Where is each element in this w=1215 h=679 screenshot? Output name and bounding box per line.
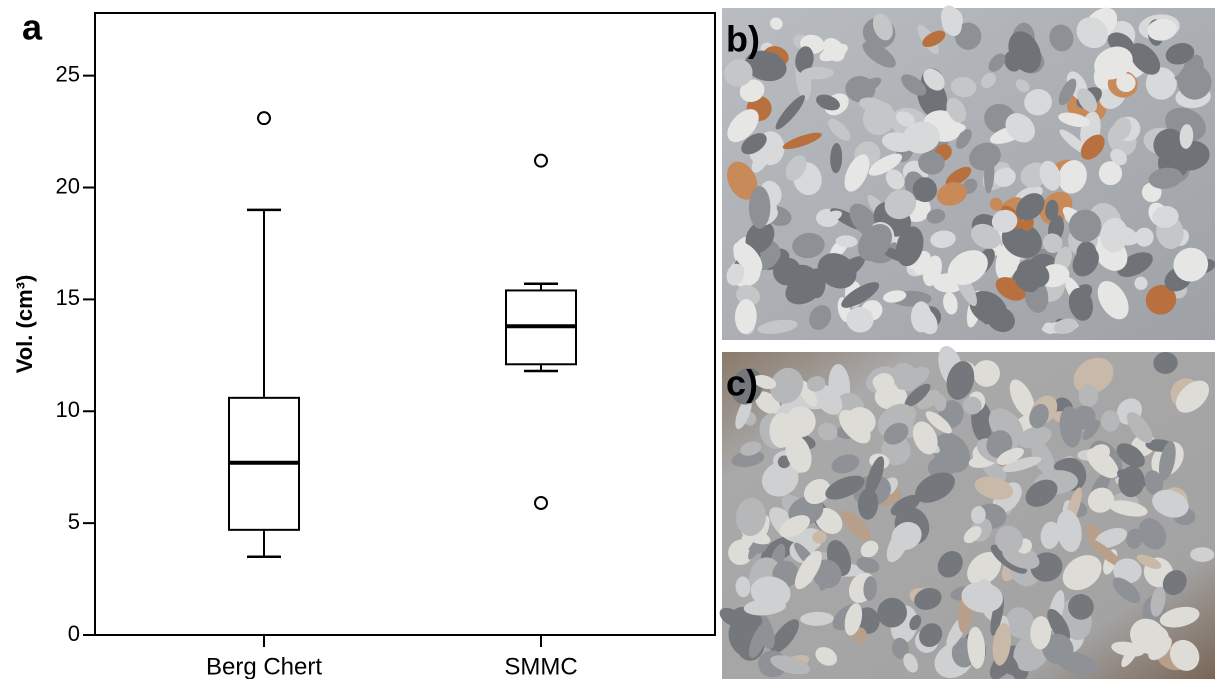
outlier <box>535 155 547 167</box>
y-axis-label: Vol. (cm³) <box>12 275 37 374</box>
plot-frame <box>95 13 715 635</box>
figure: a b) c) Vol. (cm³) 0 5 10 15 20 25 Berg Chert S… <box>0 0 1215 679</box>
panel-label: a <box>22 7 43 48</box>
panel-label: c) <box>726 363 758 404</box>
outlier <box>258 112 270 124</box>
y-tick-label: 25 <box>56 61 80 86</box>
y-tick-label: 10 <box>56 397 80 422</box>
stone <box>911 301 932 332</box>
stone <box>1101 410 1120 431</box>
stone <box>749 186 771 229</box>
outlier <box>535 497 547 509</box>
y-tick-label: 15 <box>56 285 80 310</box>
y-tick-label: 20 <box>56 173 80 198</box>
x-tick-label: SMMC <box>504 653 577 679</box>
y-tick-label: 5 <box>68 509 80 534</box>
x-tick-label: Berg Chert <box>206 653 322 679</box>
page: {"figure": {"panel_labels": ["a", "b)", … <box>0 0 1215 679</box>
stone <box>1134 277 1147 290</box>
panel-label: b) <box>726 19 760 60</box>
y-tick-label: 0 <box>68 621 80 646</box>
